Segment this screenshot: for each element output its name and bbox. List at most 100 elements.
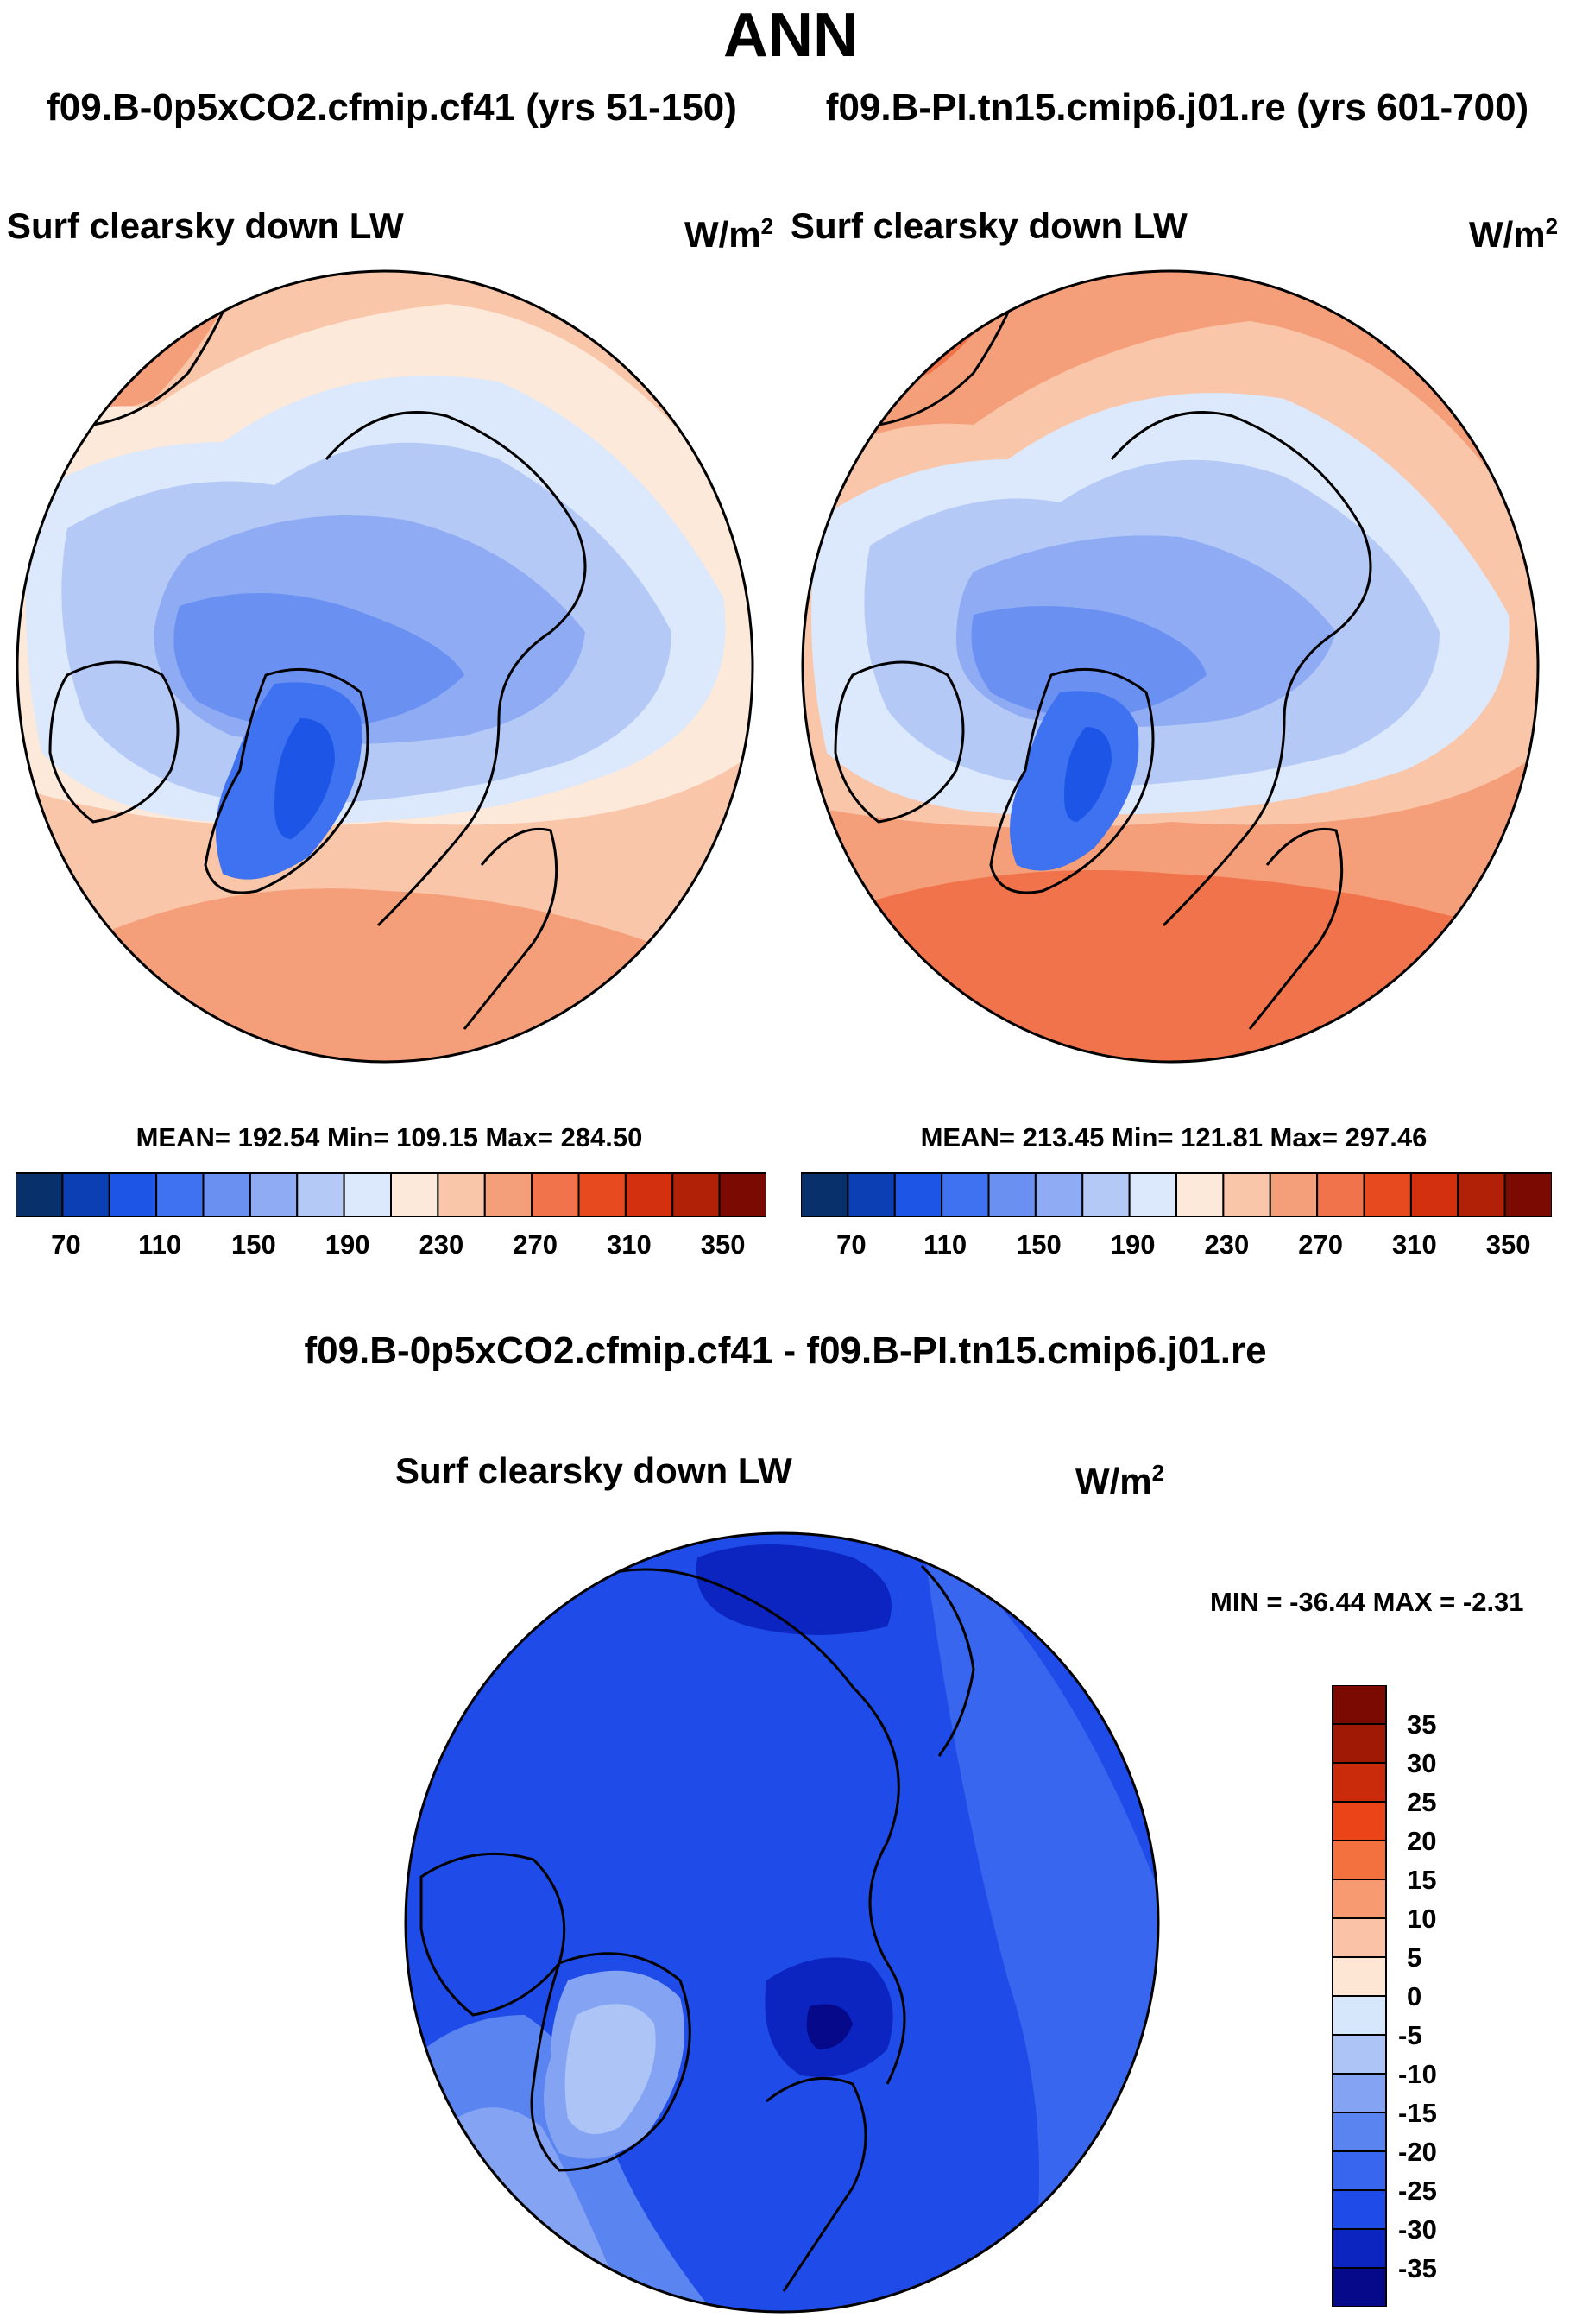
panel-a-units-label: W/m2 (684, 214, 773, 256)
diff-colorbar-box (1332, 2189, 1387, 2230)
map-a-border (16, 269, 754, 1064)
map-b-coast-greenland (989, 667, 1155, 894)
panel-a-units-exponent: 2 (760, 213, 774, 239)
diff-colorbar-tick-label: -15 (1398, 2098, 1437, 2128)
panel-b-colorbar-box (1363, 1172, 1412, 1217)
map-b-region-arch (971, 606, 1207, 718)
panel-a-polar-map (16, 269, 754, 1064)
diff-colorbar-box (1332, 1956, 1387, 1997)
map-b-coast-eurasia (1110, 411, 1372, 927)
diff-units-exponent: 2 (1151, 1460, 1165, 1486)
diff-coast-eurasia (541, 1568, 906, 2085)
panel-b-stats: MEAN= 213.45 Min= 121.81 Max= 297.46 (920, 1122, 1428, 1153)
panel-b-colorbar-tick-label: 230 (1204, 1229, 1250, 1260)
case-a-title: f09.B-0p5xCO2.cfmip.cf41 (yrs 51-150) (47, 86, 737, 129)
panel-a-colorbar-box (202, 1172, 251, 1217)
panel-b-colorbar-box (1222, 1172, 1271, 1217)
map-b-coast-canada (834, 660, 965, 824)
diff-colorbar-ticks: 35 30 25 20 15 10 5 0 -5 -10 -15 -20 -25 -30 -35 (1398, 1685, 1502, 2307)
diff-stats: MIN = -36.44 MAX = -2.31 (1210, 1587, 1524, 1617)
panel-a-colorbar-tick-label: 110 (138, 1229, 182, 1260)
diff-region-greenland-inner (564, 2004, 656, 2134)
panel-a-colorbar-box (343, 1172, 392, 1217)
panel-b-colorbar-box (1409, 1172, 1459, 1217)
diff-colorbar-tick-label: -25 (1398, 2176, 1437, 2206)
map-b-coast-scandinavia (1248, 827, 1344, 1030)
panel-a-colorbar-box (483, 1172, 533, 1217)
diff-colorbar-tick-label: -35 (1398, 2253, 1437, 2283)
panel-b-colorbar-box (847, 1172, 896, 1217)
diff-colorbar-tick-label: -20 (1398, 2137, 1437, 2167)
diff-colorbar-box (1332, 1917, 1387, 1958)
panel-a-colorbar-box (108, 1172, 158, 1217)
diff-colorbar-box (1332, 1723, 1387, 1764)
panel-b-colorbar-box (1503, 1172, 1552, 1217)
panel-a-colorbar-box (671, 1172, 721, 1217)
panel-a-colorbar-box (16, 1172, 64, 1217)
diff-colorbar-tick-label: 30 (1407, 1748, 1437, 1778)
diff-colorbar-box (1332, 1762, 1387, 1803)
map-a-coast-canada (48, 660, 180, 824)
panel-b-colorbar (801, 1172, 1552, 1217)
main-title: ANN (723, 1, 858, 70)
panel-a-stats: MEAN= 192.54 Min= 109.15 Max= 284.50 (136, 1122, 643, 1153)
panel-b-colorbar-box (1128, 1172, 1177, 1217)
panel-b-colorbar-tick-label: 190 (1110, 1229, 1156, 1260)
panel-b-colorbar-tick-label: 70 (836, 1229, 867, 1260)
map-b-region-greenland-core (1064, 727, 1112, 822)
panel-b-colorbar-ticks: 70 110 150 190 230 270 310 350 (801, 1229, 1552, 1264)
panel-a-colorbar-box (155, 1172, 205, 1217)
panel-b-colorbar-box (941, 1172, 990, 1217)
panel-a-colorbar-box (390, 1172, 439, 1217)
map-a-coast-scandinavia (463, 827, 558, 1030)
diff-units-text: W/m (1075, 1461, 1152, 1501)
map-a-coast-eurasia (325, 411, 587, 927)
panel-a-colorbar-tick-label: 190 (325, 1229, 370, 1260)
map-a-coast-greenland (204, 667, 369, 894)
diff-coast-scandinavia (766, 2076, 867, 2292)
diff-colorbar-box (1332, 2073, 1387, 2113)
diff-border (404, 1531, 1160, 2314)
diff-colorbar-tick-label: 20 (1407, 1826, 1437, 1856)
panel-a-colorbar-box (296, 1172, 345, 1217)
diff-colorbar-box (1332, 1995, 1387, 2036)
diff-colorbar-tick-label: 0 (1407, 1981, 1422, 2011)
diff-region-barents-core (806, 2004, 853, 2049)
panel-a-colorbar-box (437, 1172, 486, 1217)
panel-b-colorbar-box (1081, 1172, 1131, 1217)
diff-colorbar-box (1332, 2034, 1387, 2075)
panel-a-variable-label: Surf clearsky down LW (7, 205, 404, 246)
diff-variable-label: Surf clearsky down LW (395, 1450, 792, 1491)
diff-region-siberia (696, 1544, 892, 1635)
diff-colorbar-tick-label: 10 (1407, 1904, 1437, 1934)
case-b-title: f09.B-PI.tn15.cmip6.j01.re (yrs 601-700) (825, 86, 1529, 129)
diff-colorbar-tick-label: -5 (1398, 2020, 1422, 2050)
panel-b-units-exponent: 2 (1545, 213, 1559, 239)
panel-b-colorbar-tick-label: 150 (1017, 1229, 1062, 1260)
diff-colorbar-tick-label: 15 (1407, 1865, 1437, 1895)
diff-colorbar-box (1332, 1801, 1387, 1841)
panel-a-colorbar-box (577, 1172, 627, 1217)
panel-a-colorbar-tick-label: 270 (513, 1229, 558, 1260)
diff-colorbar-box (1332, 1840, 1387, 1880)
panel-b-colorbar-box (1175, 1172, 1225, 1217)
diff-region-rim (922, 1533, 1158, 2312)
panel-b-units-label: W/m2 (1469, 214, 1558, 256)
panel-a-colorbar-tick-label: 350 (700, 1229, 746, 1260)
panel-a-colorbar-tick-label: 230 (419, 1229, 464, 1260)
panel-a-colorbar-box (531, 1172, 580, 1217)
panel-b-units-text: W/m (1469, 214, 1546, 255)
diff-polar-map (404, 1531, 1160, 2314)
diff-coast-canada (419, 1852, 566, 2017)
diff-colorbar-tick-label: -10 (1398, 2059, 1437, 2089)
panel-a-colorbar-tick-label: 150 (231, 1229, 276, 1260)
diff-coast-alaska (920, 1564, 975, 1757)
panel-b-colorbar-box (987, 1172, 1037, 1217)
map-a-region-arch (173, 593, 465, 729)
panel-b-colorbar-box (801, 1172, 849, 1217)
panel-b-colorbar-tick-label: 310 (1392, 1229, 1437, 1260)
panel-b-colorbar-tick-label: 270 (1298, 1229, 1343, 1260)
panel-b-colorbar-box (1034, 1172, 1084, 1217)
panel-a-colorbar-box (718, 1172, 766, 1217)
diff-colorbar (1332, 1685, 1387, 2307)
